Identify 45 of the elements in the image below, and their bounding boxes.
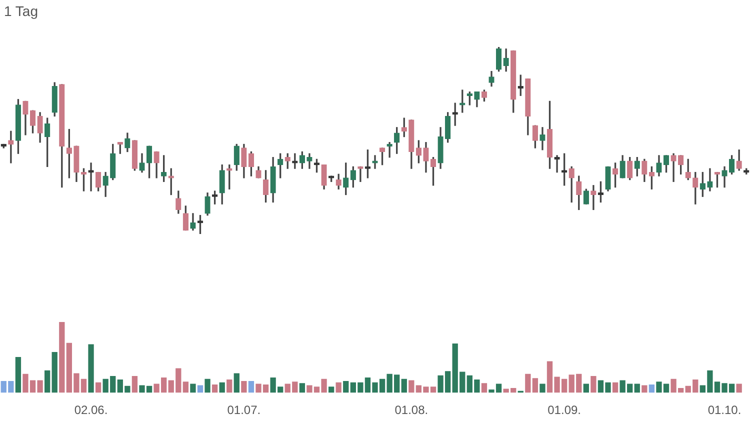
bar — [219, 382, 225, 393]
bar — [634, 384, 640, 393]
bar — [234, 373, 240, 393]
bar — [736, 384, 742, 393]
candlestick — [590, 185, 596, 210]
bar — [525, 374, 531, 393]
bar — [197, 385, 204, 393]
bar — [540, 384, 546, 393]
bar — [642, 385, 648, 393]
x-tick-label: 01.09. — [548, 403, 582, 418]
bar — [408, 380, 414, 393]
x-tick-label: 01.08. — [394, 403, 428, 418]
bar — [248, 380, 254, 393]
bar — [132, 376, 138, 393]
bar — [328, 386, 334, 393]
candlestick — [670, 153, 676, 182]
bar — [52, 352, 58, 393]
bar — [44, 370, 50, 393]
candlestick — [8, 130, 14, 164]
bar — [182, 382, 189, 393]
bar — [612, 382, 618, 393]
bar — [583, 384, 589, 393]
candlestick — [707, 168, 713, 192]
bar — [343, 380, 349, 393]
bar — [59, 322, 65, 393]
candlestick — [372, 155, 378, 169]
chart-title: 1 Tag — [4, 3, 38, 19]
bar — [590, 376, 596, 393]
bar — [336, 382, 342, 393]
bar — [241, 380, 247, 393]
bar — [226, 380, 232, 393]
x-tick-label: 02.06. — [74, 403, 108, 418]
bar — [15, 356, 22, 393]
x-tick-label: 01.10. — [708, 403, 742, 418]
bar — [481, 383, 488, 393]
bar — [204, 378, 210, 393]
bar — [88, 344, 94, 393]
bar — [212, 384, 218, 393]
bar — [401, 378, 407, 393]
bar — [190, 384, 196, 393]
x-tick-label: 01.07. — [227, 403, 261, 418]
bar — [532, 378, 538, 393]
bar — [299, 383, 306, 393]
bar — [648, 384, 655, 393]
bar — [95, 382, 102, 393]
